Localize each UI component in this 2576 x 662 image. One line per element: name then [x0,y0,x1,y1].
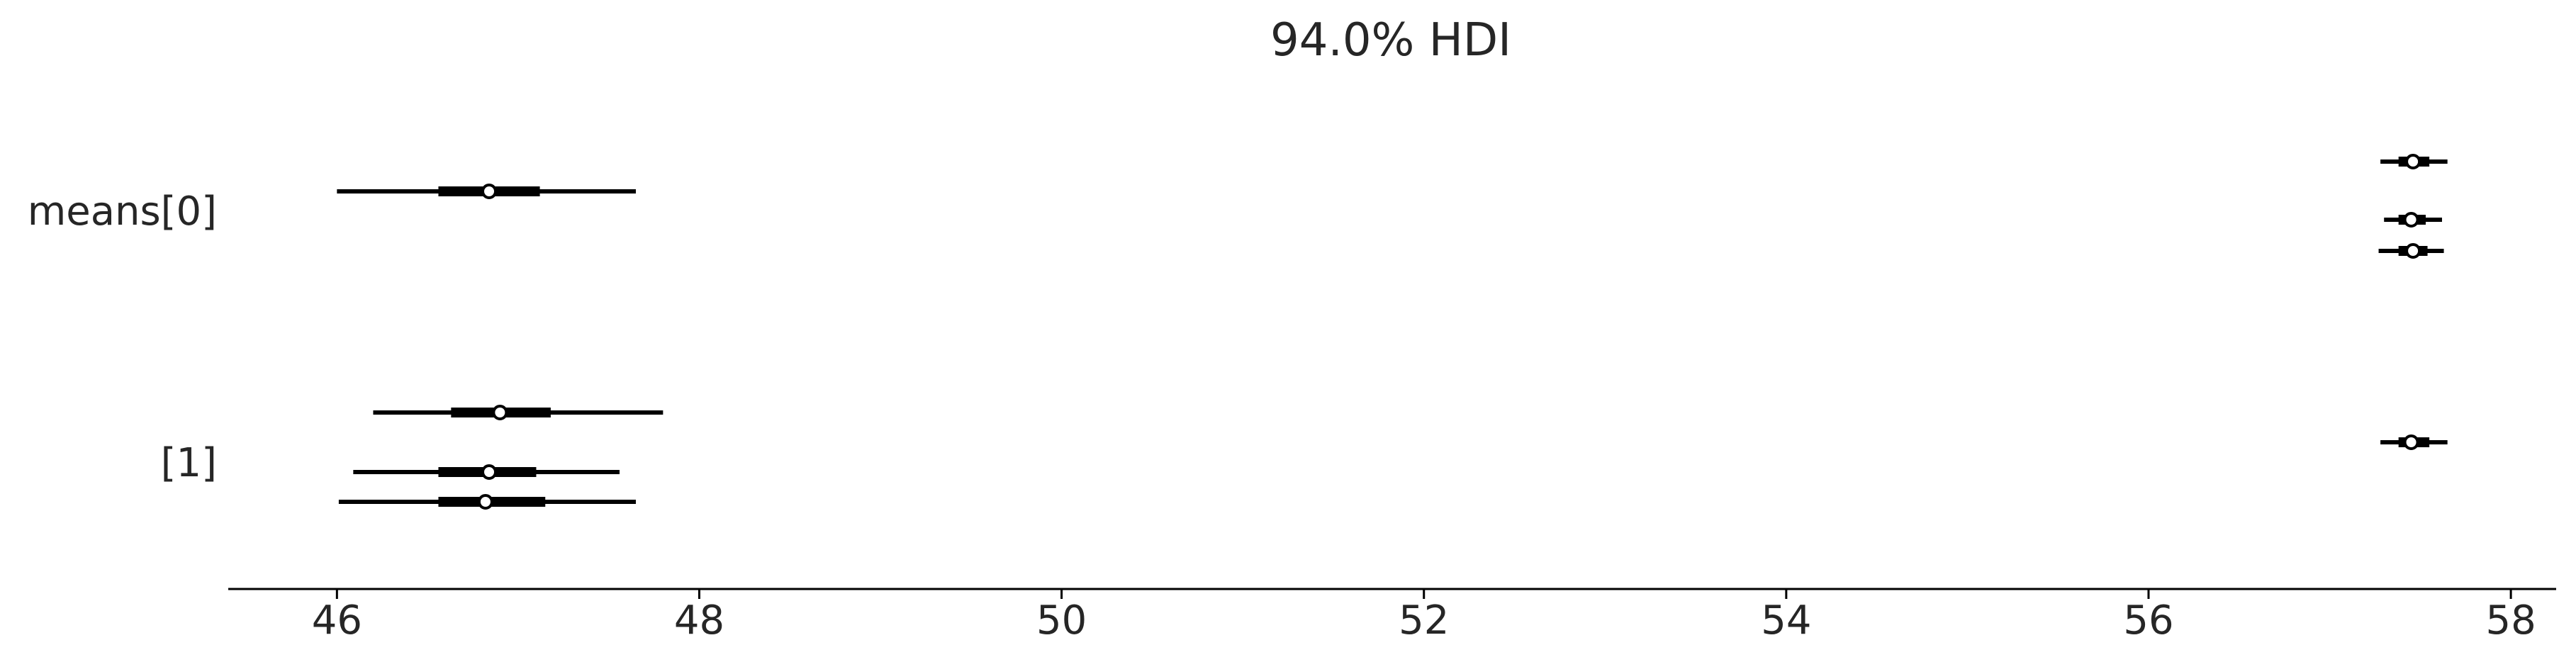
x-tick-label: 52 [1399,598,1449,644]
y-label: means[0] [28,189,217,235]
hdi-row [2380,434,2448,450]
chart-title: 94.0% HDI [1270,14,1511,67]
hdi-row [2384,212,2442,228]
median-point [2405,154,2421,169]
hdi-row [2378,243,2444,259]
hdi-marks [337,154,2448,510]
hdi-row [337,184,637,199]
median-point [2403,434,2419,450]
median-point [477,494,493,510]
median-point [2405,243,2421,259]
x-tick-label: 48 [674,598,724,644]
x-tick-label: 54 [1761,598,1811,644]
y-label: [1] [161,440,217,486]
hdi-row [338,494,637,510]
x-tick-label: 56 [2123,598,2173,644]
x-ticks: 46 48 50 52 54 56 58 [312,589,2536,644]
x-tick-label: 58 [2485,598,2536,644]
hdi-row [373,405,663,420]
median-point [2403,212,2419,228]
y-labels: means[0] [1] [28,189,217,486]
median-point [481,184,498,199]
median-point [481,464,498,480]
x-tick-label: 46 [312,598,362,644]
hdi-row [353,464,620,480]
hdi-row [2380,154,2448,169]
median-point [492,405,508,420]
x-tick-label: 50 [1036,598,1087,644]
